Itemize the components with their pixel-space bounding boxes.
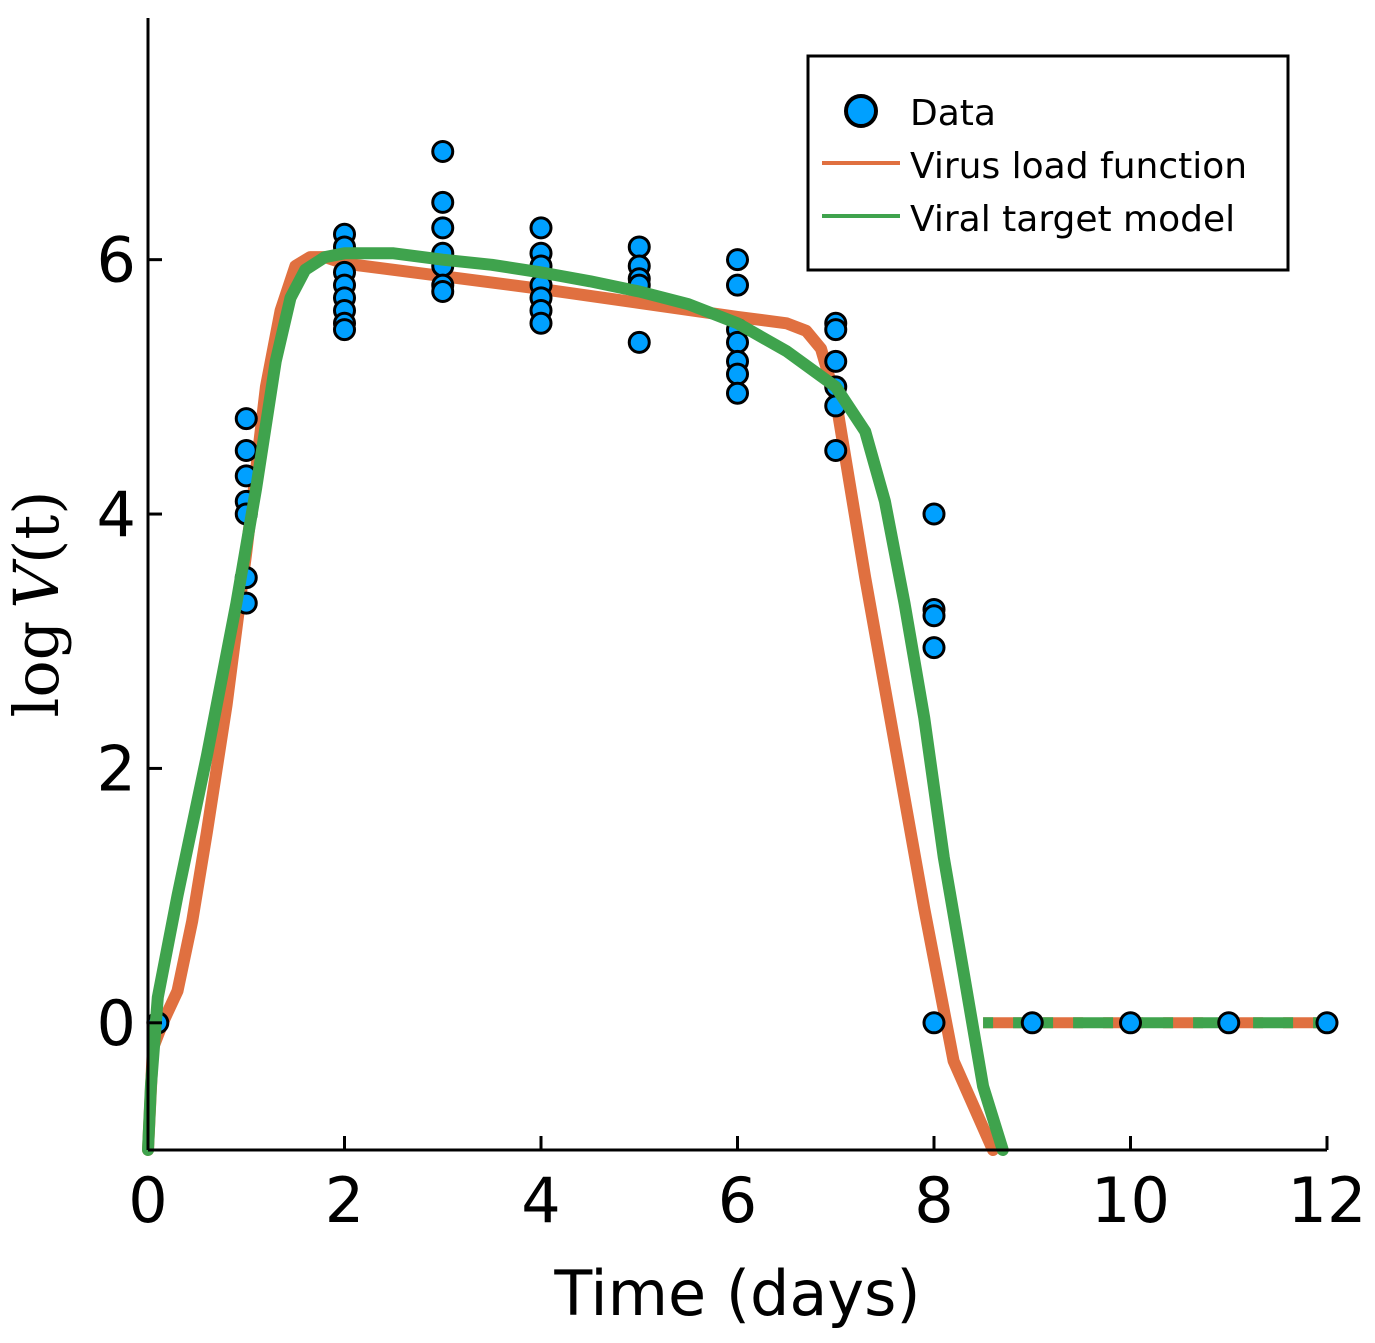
- data-point: [1315, 1011, 1339, 1035]
- data-point: [234, 438, 258, 462]
- data-point: [824, 349, 848, 373]
- legend-marker-data: [844, 94, 878, 128]
- data-point: [627, 235, 651, 259]
- legend-label-virus: Virus load function: [910, 146, 1247, 187]
- x-axis-title: Time (days): [553, 1257, 920, 1330]
- data-point: [922, 1011, 946, 1035]
- data-point: [922, 636, 946, 660]
- data-point: [726, 273, 749, 297]
- y-axis-title-arg: (t): [0, 491, 73, 564]
- data-point: [529, 216, 553, 240]
- x-ticks: 0 2 4 6 8 10 12: [128, 1136, 1366, 1237]
- axes: 0 2 4 6 8 10 12 0 2 4 6: [97, 18, 1366, 1237]
- data-point: [726, 248, 749, 272]
- y-axis-title-func: log: [0, 621, 73, 718]
- data-point: [922, 502, 946, 526]
- data-point: [234, 407, 258, 431]
- viral-target-line: [142, 247, 1009, 1156]
- x-tick-label: 10: [1091, 1164, 1170, 1237]
- x-tick-label: 2: [325, 1164, 364, 1237]
- x-tick-label: 8: [914, 1164, 953, 1237]
- data-point: [1217, 1011, 1241, 1035]
- y-tick-label: 0: [97, 987, 136, 1060]
- data-point: [431, 190, 455, 214]
- data-point: [529, 311, 553, 335]
- x-tick-label: 12: [1288, 1164, 1367, 1237]
- y-axis-title-var: V: [0, 558, 73, 609]
- data-point: [922, 604, 946, 628]
- data-point: [726, 362, 749, 386]
- legend-label-viral: Viral target model: [910, 199, 1235, 240]
- y-tick-label: 2: [97, 732, 136, 805]
- y-ticks: 0 2 4 6: [97, 224, 162, 1060]
- data-point: [333, 318, 356, 342]
- y-axis-title: log V(t): [0, 491, 73, 718]
- data-point: [431, 216, 455, 240]
- data-point: [627, 330, 651, 354]
- x-tick-label: 4: [521, 1164, 560, 1237]
- x-tick-label: 6: [718, 1164, 757, 1237]
- data-point: [726, 330, 749, 354]
- data-point: [1020, 1011, 1044, 1035]
- x-tick-label: 0: [128, 1164, 167, 1237]
- legend-label-data: Data: [910, 93, 996, 134]
- data-point: [1119, 1011, 1142, 1035]
- data-point: [726, 381, 749, 405]
- y-tick-label: 4: [97, 478, 136, 551]
- data-point: [824, 318, 848, 342]
- data-point: [824, 438, 848, 462]
- data-point: [431, 140, 455, 164]
- data-point: [431, 279, 455, 303]
- data-points: [146, 140, 1339, 1035]
- legend: Data Virus load function Viral target mo…: [806, 54, 1290, 272]
- plot-area: [142, 140, 1339, 1156]
- y-tick-label: 6: [97, 224, 136, 297]
